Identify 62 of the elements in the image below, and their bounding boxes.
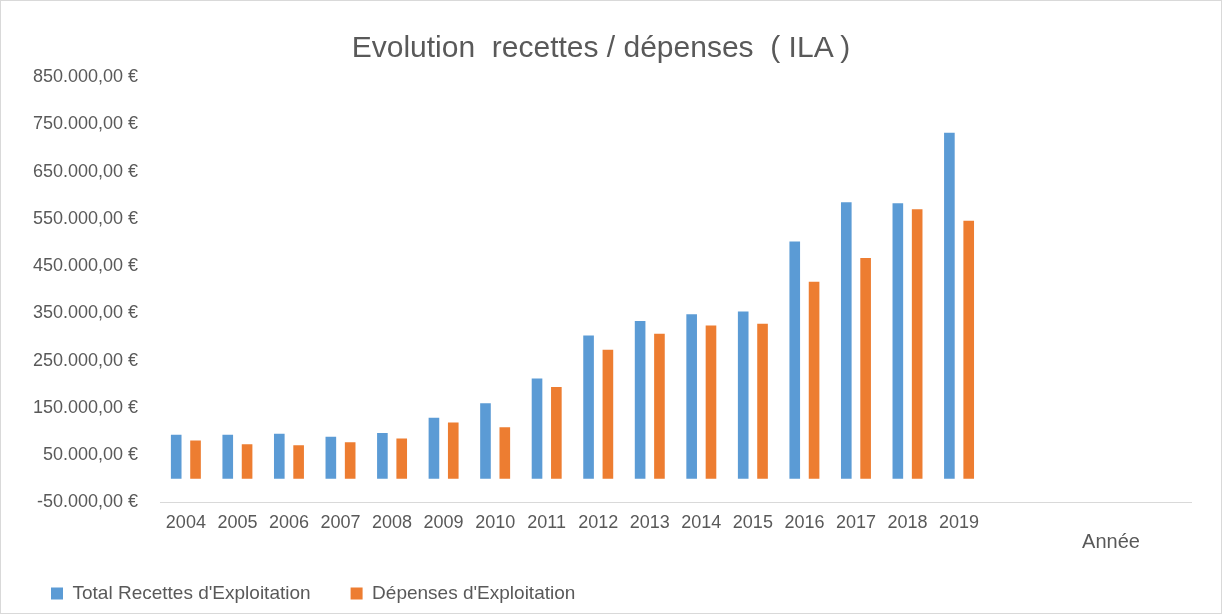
y-tick-label: 150.000,00 € bbox=[32, 396, 139, 417]
bar bbox=[583, 335, 594, 479]
bar bbox=[602, 349, 614, 479]
y-tick-label: 850.000,00 € bbox=[32, 65, 139, 86]
x-tick-label: 2009 bbox=[423, 512, 464, 533]
x-tick-label: 2013 bbox=[629, 512, 670, 533]
bar bbox=[705, 325, 717, 479]
y-tick-label: 50.000,00 € bbox=[43, 444, 139, 465]
bar bbox=[428, 417, 440, 479]
x-tick-label: 2019 bbox=[939, 512, 980, 533]
y-tick-label: 350.000,00 € bbox=[32, 302, 139, 323]
x-tick-label: 2015 bbox=[732, 512, 773, 533]
x-tick-label: 2018 bbox=[887, 512, 928, 533]
chart-title: Evolution recettes / dépenses ( ILA ) bbox=[351, 30, 851, 64]
bar bbox=[892, 203, 904, 479]
bar bbox=[737, 311, 749, 479]
y-tick-label: -50.000,00 € bbox=[37, 491, 139, 512]
bar bbox=[808, 281, 820, 479]
bar bbox=[531, 378, 543, 479]
bar bbox=[551, 387, 562, 479]
bar bbox=[447, 422, 459, 479]
bar bbox=[860, 258, 871, 479]
legend-label: Total Recettes d'Exploitation bbox=[72, 581, 311, 603]
bar bbox=[396, 438, 408, 479]
bar bbox=[944, 132, 955, 479]
x-tick-label: 2006 bbox=[268, 512, 309, 533]
bar bbox=[222, 434, 234, 479]
x-tick-label: 2007 bbox=[320, 512, 361, 533]
y-tick-label: 450.000,00 € bbox=[32, 255, 139, 276]
x-tick-label: 2012 bbox=[578, 512, 619, 533]
x-tick-label: 2016 bbox=[784, 512, 825, 533]
x-tick-label: 2004 bbox=[165, 512, 206, 533]
x-tick-label: 2011 bbox=[527, 512, 567, 533]
bar bbox=[911, 209, 923, 479]
bar bbox=[293, 445, 304, 479]
bar bbox=[241, 444, 253, 479]
bar bbox=[170, 434, 182, 479]
x-tick-label: 2010 bbox=[475, 512, 516, 533]
bar bbox=[190, 440, 201, 479]
x-tick-label: 2017 bbox=[835, 512, 876, 533]
x-tick-label: 2005 bbox=[217, 512, 258, 533]
bar bbox=[377, 432, 388, 479]
bar bbox=[273, 433, 285, 479]
bar bbox=[499, 427, 511, 479]
y-tick-label: 250.000,00 € bbox=[32, 349, 139, 370]
bar bbox=[634, 320, 646, 479]
y-tick-label: 550.000,00 € bbox=[32, 207, 139, 228]
bar bbox=[789, 241, 801, 479]
legend-label: Dépenses d'Exploitation bbox=[372, 581, 576, 603]
bar bbox=[757, 323, 768, 479]
bar bbox=[654, 333, 665, 479]
bar bbox=[963, 220, 975, 479]
bar bbox=[840, 202, 852, 479]
x-tick-label: 2008 bbox=[372, 512, 413, 533]
bar bbox=[325, 436, 337, 479]
y-tick-label: 650.000,00 € bbox=[32, 160, 139, 181]
x-axis-title: Année bbox=[1082, 529, 1140, 552]
bar bbox=[686, 314, 697, 479]
bar bbox=[344, 442, 356, 479]
y-tick-label: 750.000,00 € bbox=[32, 113, 139, 134]
bar bbox=[480, 403, 491, 479]
x-tick-label: 2014 bbox=[681, 512, 722, 533]
